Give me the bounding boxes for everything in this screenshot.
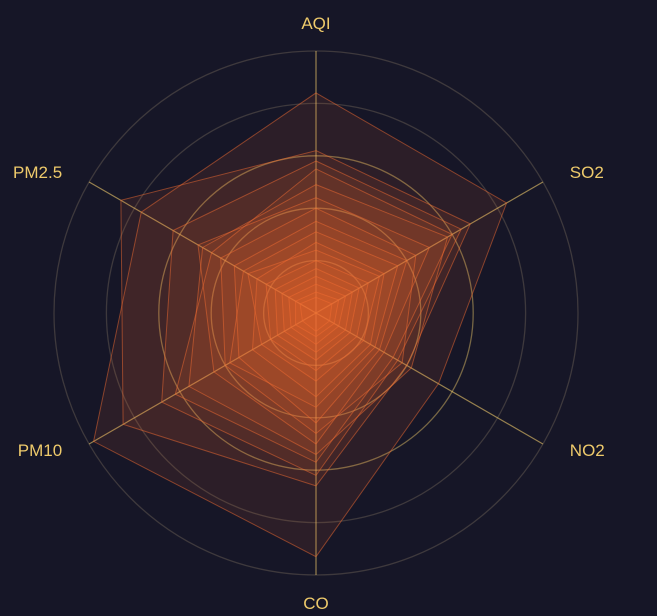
radar-series-polygon [220, 207, 417, 435]
radar-axis-line [315, 312, 544, 445]
radar-series-polygon [174, 168, 453, 463]
axis-label-no2: NO2 [570, 441, 605, 460]
radar-series-polygon [295, 291, 340, 338]
radar-series-polygon [251, 241, 385, 398]
radar-series-polygon [161, 160, 462, 477]
axis-label-co: CO [303, 594, 329, 613]
axis-label-so2: SO2 [570, 163, 604, 182]
axis-labels: AQI SO2 NO2 CO PM10 PM2.5 [13, 14, 605, 613]
radar-series-polygon [299, 296, 333, 332]
radar-series-polygon [197, 197, 431, 445]
axis-label-aqi: AQI [301, 14, 330, 33]
radar-series-polygon [233, 220, 408, 424]
radar-axis-line [88, 312, 317, 445]
axis-label-pm10: PM10 [18, 441, 62, 460]
axis-label-pm2-5: PM2.5 [13, 163, 62, 182]
radar-series-polygon [274, 267, 360, 361]
radar-series-polygon [93, 92, 508, 558]
radar-series [93, 92, 508, 558]
